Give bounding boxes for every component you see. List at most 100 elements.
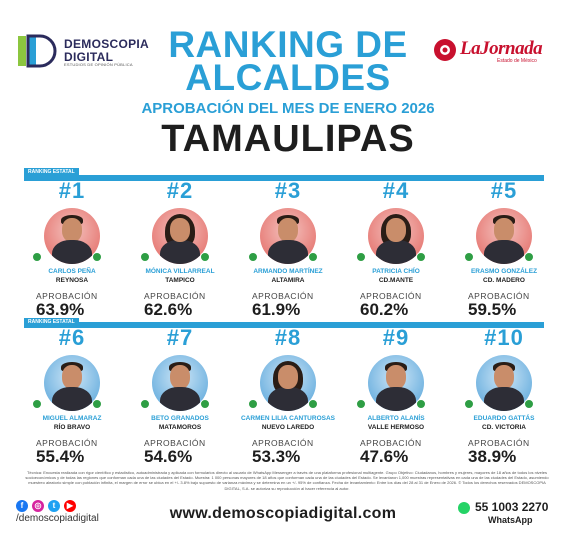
rank-number: #1 [58, 178, 86, 203]
candidate-city: REYNOSA [55, 277, 89, 284]
photo-head [278, 218, 298, 242]
brand-name-line1: DEMOSCOPIA [64, 37, 150, 51]
section-bar-bottom [24, 322, 544, 328]
page-title: RANKING DE ALCALDES [130, 24, 446, 98]
candidate-city: CD.MANTE [378, 277, 414, 284]
candidate-photo [152, 355, 208, 411]
section-label-bottom: RANKING ESTATAL [24, 318, 79, 326]
candidate-name: CARLOS PEÑA [48, 268, 96, 275]
approval-label: APROBACIÓN [360, 291, 422, 301]
candidate-card: #6 MIGUEL ALMARAZ RÍO BRAVO APROBACIÓN 55.4% [22, 325, 122, 466]
candidate-card: #4 PATRICIA CHÍO CD.MANTE APROBACIÓN 60.2% [346, 178, 446, 319]
brand-name-line2: DIGITAL [64, 50, 114, 64]
candidate-name: EDUARDO GATTÁS [473, 415, 535, 422]
candidate-name: ALBERTO ALANÍS [367, 415, 425, 422]
rank-number: #3 [274, 178, 302, 203]
candidate-city: MATAMOROS [158, 424, 202, 431]
party-logo-icon [32, 399, 42, 409]
approval-label: APROBACIÓN [144, 291, 206, 301]
candidate-name: ERASMO GONZÁLEZ [470, 268, 538, 275]
approval-label: APROBACIÓN [468, 438, 530, 448]
candidate-city: VALLE HERMOSO [367, 424, 425, 431]
candidate-photo [476, 208, 532, 264]
candidate-card: #10 EDUARDO GATTÁS CD. VICTORIA APROBACIÓN 3… [454, 325, 554, 466]
rank-number: #9 [382, 325, 410, 350]
approval-label: APROBACIÓN [252, 438, 314, 448]
party-logo-icon [92, 252, 102, 262]
candidate-name: BETO GRANADOS [151, 415, 209, 422]
party-logo-icon [308, 252, 318, 262]
photo-head [62, 218, 82, 242]
approval-percentage: 63.9% [36, 300, 85, 319]
candidate-name: CARMEN LILIA CANTUROSAS [240, 415, 335, 422]
candidate-photo [368, 355, 424, 411]
whatsapp-icon[interactable] [458, 502, 470, 514]
methodology-note: Técnica: Encuesta realizada con rigor ci… [25, 470, 549, 491]
photo-body [484, 387, 524, 411]
candidate-photo [44, 355, 100, 411]
approval-label: APROBACIÓN [144, 438, 206, 448]
party-logo-icon [248, 399, 258, 409]
section-bar-top [24, 175, 544, 181]
party-logo-icon [308, 399, 318, 409]
candidate-card: #7 BETO GRANADOS MATAMOROS APROBACIÓN 54.6% [130, 325, 230, 466]
party-logo-icon [140, 399, 150, 409]
instagram-icon[interactable]: ◎ [32, 500, 44, 512]
photo-head [170, 218, 190, 242]
photo-head [386, 365, 406, 389]
candidate-name: MIGUEL ALMARAZ [42, 415, 102, 422]
candidate-city: RÍO BRAVO [53, 424, 91, 431]
candidate-name: ARMANDO MARTÍNEZ [253, 268, 323, 275]
candidate-photo [44, 208, 100, 264]
approval-label: APROBACIÓN [468, 291, 530, 301]
approval-label: APROBACIÓN [36, 438, 98, 448]
candidate-city: CD. MADERO [483, 277, 525, 284]
party-logo-icon [416, 252, 426, 262]
candidate-card: #2 MÓNICA VILLARREAL TAMPICO APROBACIÓN 62.6… [130, 178, 230, 319]
title-line1: RANKING DE [168, 24, 408, 65]
party-logo-icon [200, 252, 210, 262]
title-line2: ALCALDES [185, 57, 391, 98]
approval-percentage: 59.5% [468, 300, 517, 319]
candidate-card: #8 CARMEN LILIA CANTUROSAS NUEVO LAREDO APR… [238, 325, 338, 466]
party-logo-icon [140, 252, 150, 262]
photo-body [52, 240, 92, 264]
twitter-icon[interactable]: t [48, 500, 60, 512]
rank-number: #6 [58, 325, 86, 350]
approval-percentage: 54.6% [144, 447, 193, 466]
rank-number: #4 [382, 178, 410, 203]
candidate-city: CD. VICTORIA [482, 424, 526, 431]
phone-number[interactable]: 55 1003 2270 [475, 500, 549, 514]
website-link[interactable]: www.demoscopiadigital.com [169, 505, 397, 522]
candidate-card: #5 ERASMO GONZÁLEZ CD. MADERO APROBACIÓN 59.… [454, 178, 554, 319]
section-label-top: RANKING ESTATAL [24, 168, 79, 176]
approval-percentage: 62.6% [144, 300, 193, 319]
approval-percentage: 47.6% [360, 447, 409, 466]
photo-head [62, 365, 82, 389]
rank-number: #5 [490, 178, 518, 203]
photo-head [494, 218, 514, 242]
party-logo-icon [356, 399, 366, 409]
state-title: TAMAULIPAS [161, 118, 415, 160]
candidate-card: #1 CARLOS PEÑA REYNOSA APROBACIÓN 63.9% [22, 178, 122, 319]
approval-label: APROBACIÓN [36, 291, 98, 301]
party-logo-icon [464, 252, 474, 262]
photo-body [268, 240, 308, 264]
approval-percentage: 53.3% [252, 447, 301, 466]
photo-head [278, 365, 298, 389]
facebook-icon[interactable]: f [16, 500, 28, 512]
partner-name: LaJornada [460, 38, 543, 59]
approval-percentage: 61.9% [252, 300, 301, 319]
candidate-photo [260, 208, 316, 264]
candidate-photo [152, 208, 208, 264]
photo-body [268, 387, 308, 411]
party-logo-icon [356, 252, 366, 262]
candidate-name: PATRICIA CHÍO [372, 268, 420, 275]
candidate-photo [260, 355, 316, 411]
photo-body [160, 240, 200, 264]
social-handle[interactable]: /demoscopiadigital [16, 513, 99, 524]
youtube-icon[interactable]: ▶ [64, 500, 76, 512]
approval-label: APROBACIÓN [252, 291, 314, 301]
candidate-photo [476, 355, 532, 411]
rank-number: #2 [166, 178, 194, 203]
